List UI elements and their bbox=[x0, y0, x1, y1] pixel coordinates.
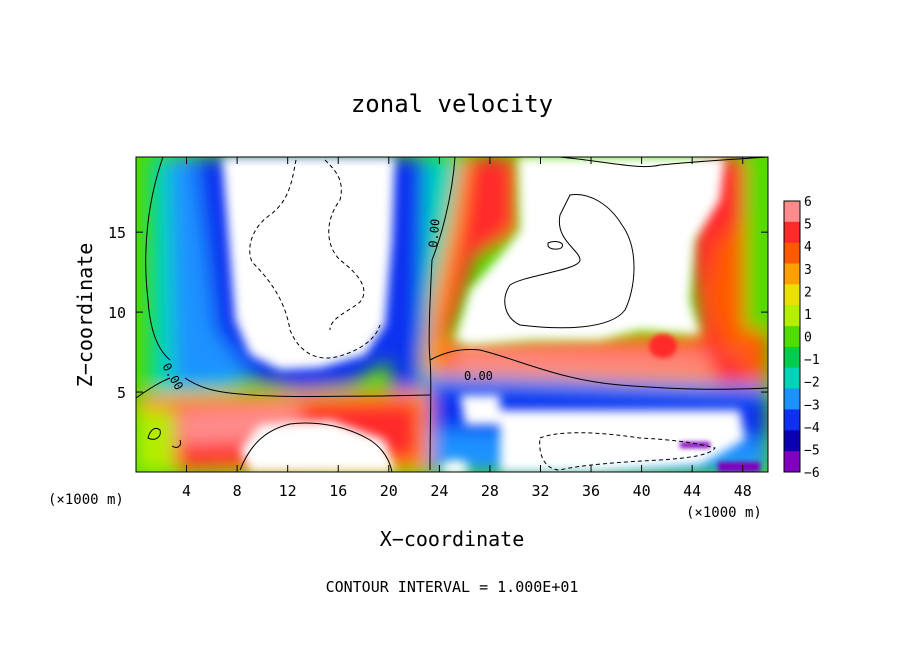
plot-frame bbox=[135, 156, 769, 473]
contour-label-mid: 0.00 bbox=[464, 369, 493, 383]
colorbar-label: −3 bbox=[804, 398, 820, 413]
x-tick-label: 36 bbox=[582, 482, 600, 500]
colorbar-label: 4 bbox=[804, 240, 812, 255]
colorbar-label: 3 bbox=[804, 263, 812, 278]
colorbar-label: 1 bbox=[804, 308, 812, 323]
colorbar-label: −5 bbox=[804, 443, 820, 458]
colorbar-swatch bbox=[784, 367, 800, 390]
colorbar-swatch bbox=[784, 346, 800, 369]
colorbar-label: −6 bbox=[804, 466, 820, 481]
colorbar-label: 0 bbox=[804, 331, 812, 346]
colorbar-label: −2 bbox=[804, 376, 820, 391]
x-unit-left: (×1000 m) bbox=[48, 492, 124, 508]
x-axis-label: X−coordinate bbox=[380, 527, 525, 551]
colorbar-swatch bbox=[784, 409, 800, 431]
x-tick-label: 12 bbox=[279, 482, 297, 500]
colorbar-label: 5 bbox=[804, 218, 812, 233]
x-tick-label: 4 bbox=[182, 482, 191, 500]
x-tick-label: 44 bbox=[683, 482, 701, 500]
colorbar-swatch bbox=[784, 451, 800, 473]
colorbar-label: 6 bbox=[804, 195, 812, 210]
colorbar-frame bbox=[783, 200, 801, 473]
colorbar-swatch bbox=[784, 263, 800, 285]
y-axis-ticks: 5 10 15 bbox=[108, 224, 768, 402]
x-tick-label: 48 bbox=[734, 482, 752, 500]
x-tick-label: 32 bbox=[531, 482, 549, 500]
dashed-contours bbox=[249, 159, 716, 471]
y-tick-label: 15 bbox=[108, 224, 126, 242]
x-tick-label: 16 bbox=[329, 482, 347, 500]
y-tick-label: 5 bbox=[117, 384, 126, 402]
x-tick-label: 20 bbox=[380, 482, 398, 500]
colorbar-swatch bbox=[784, 430, 800, 452]
y-axis-label: Z−coordinate bbox=[73, 243, 97, 388]
x-tick-label: 24 bbox=[430, 482, 448, 500]
colorbar-label: −1 bbox=[804, 353, 820, 368]
chart-title: zonal velocity bbox=[351, 90, 553, 118]
contour-label-top: 0.00 bbox=[426, 218, 442, 248]
colorbar-swatch bbox=[784, 305, 800, 327]
colorbar-swatch bbox=[784, 242, 800, 265]
x-unit-right: (×1000 m) bbox=[686, 505, 762, 521]
x-axis-ticks: 4 8 12 16 20 24 28 32 36 40 44 48 bbox=[182, 157, 752, 500]
colorbar-swatch bbox=[784, 201, 800, 223]
x-tick-label: 8 bbox=[233, 482, 242, 500]
x-tick-label: 28 bbox=[481, 482, 499, 500]
colorbar-swatch bbox=[784, 284, 800, 306]
colorbar-swatch bbox=[784, 326, 800, 348]
contour-lines bbox=[136, 157, 768, 472]
colorbar: 6 5 4 3 2 1 0 −1 −2 −3 −4 −5 −6 bbox=[783, 195, 820, 481]
colorbar-label: −4 bbox=[804, 421, 820, 436]
contour-interval-note: CONTOUR INTERVAL = 1.000E+01 bbox=[326, 578, 579, 596]
heatmap-field: 0.00 0.00 0.00 bbox=[136, 157, 768, 472]
x-tick-label: 40 bbox=[633, 482, 651, 500]
colorbar-swatch bbox=[784, 221, 800, 244]
y-tick-label: 10 bbox=[108, 304, 126, 322]
colorbar-swatch bbox=[784, 388, 800, 410]
colorbar-label: 2 bbox=[804, 285, 812, 300]
